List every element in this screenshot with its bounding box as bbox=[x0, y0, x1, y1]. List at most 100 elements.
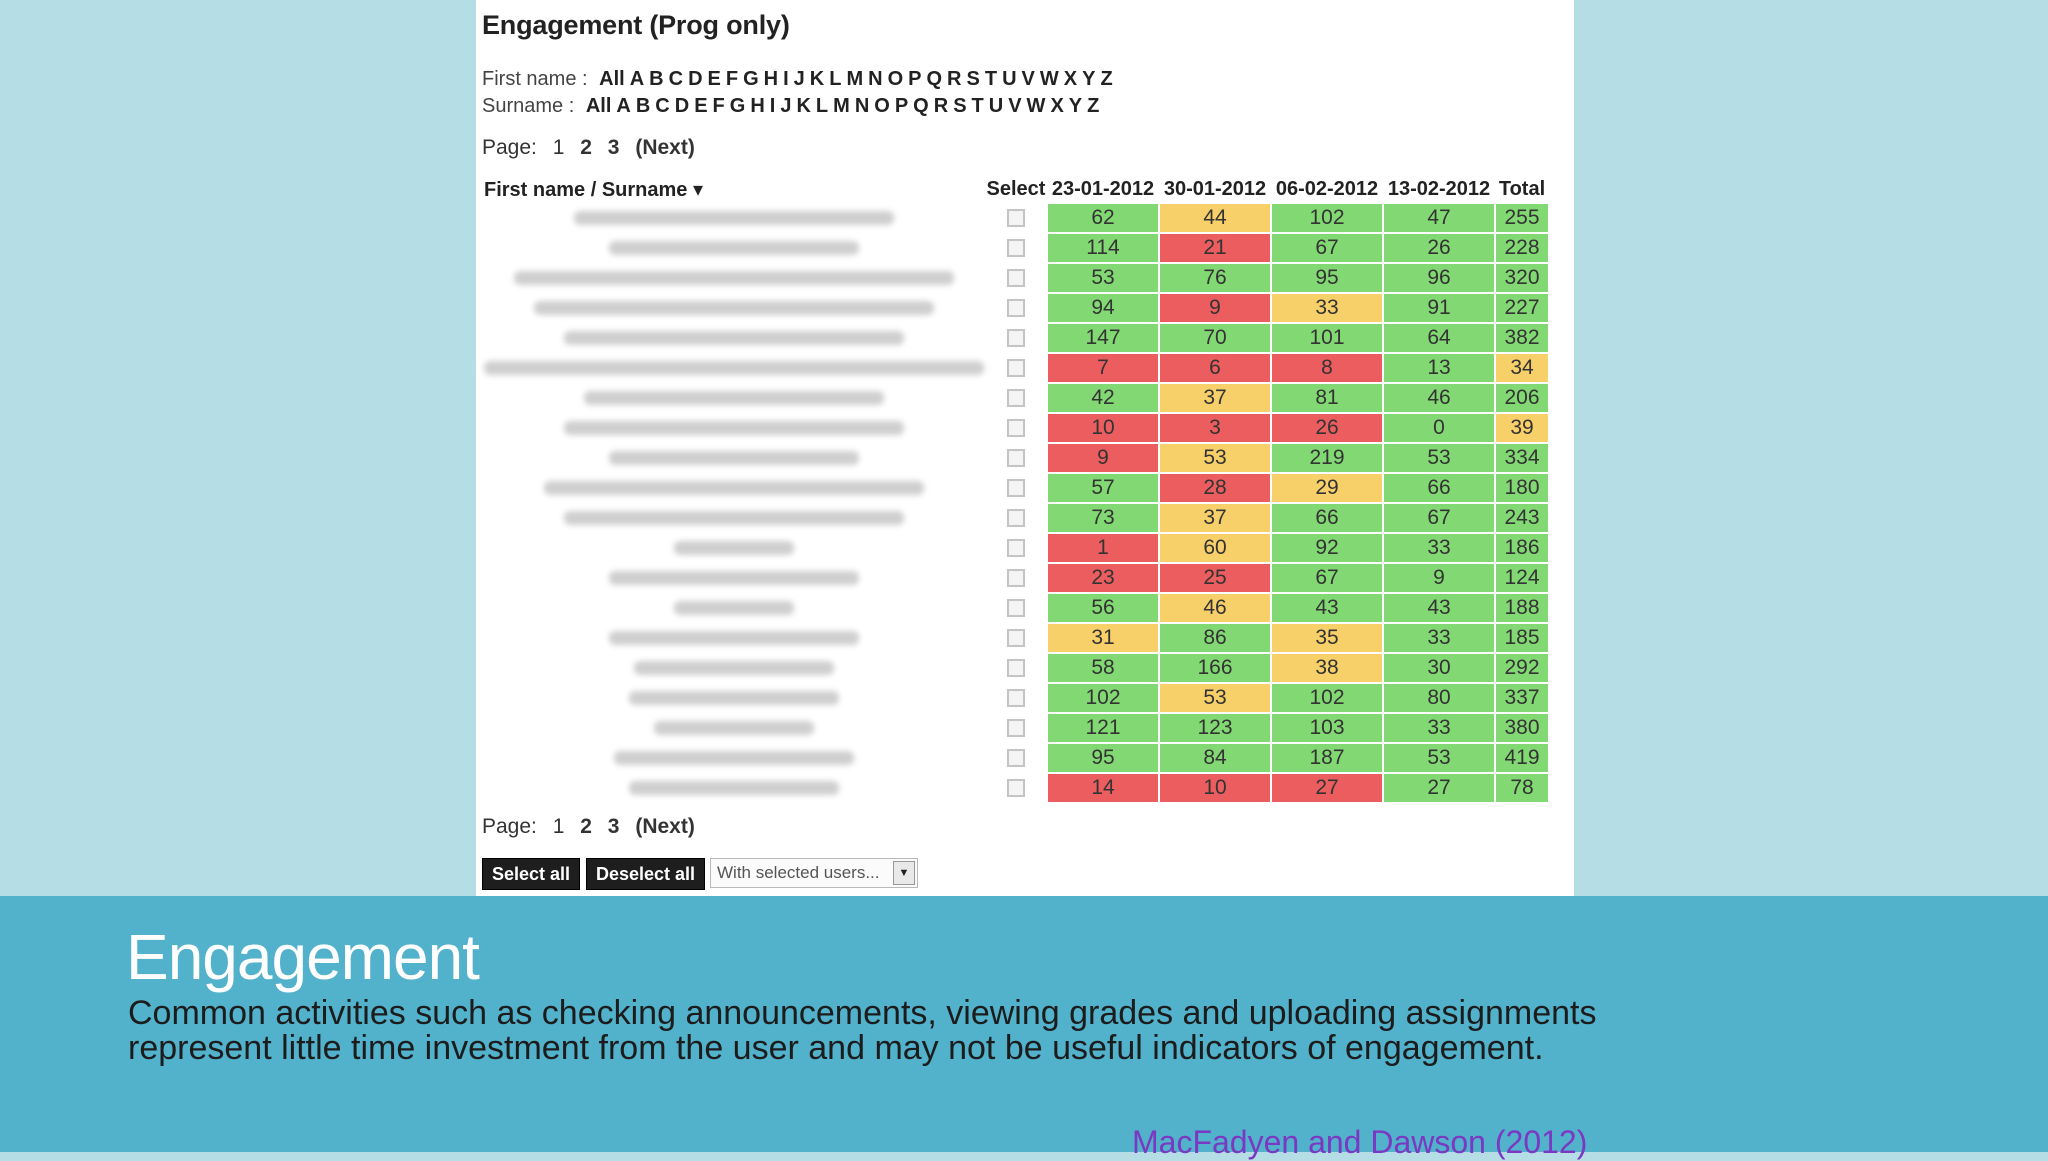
surname-letter-link[interactable]: W bbox=[1026, 95, 1046, 117]
surname-letter-link[interactable]: Q bbox=[913, 95, 929, 117]
surname-letter-link[interactable]: V bbox=[1008, 95, 1022, 117]
row-select-checkbox[interactable] bbox=[1007, 389, 1025, 408]
first-name-letter-link[interactable]: W bbox=[1039, 68, 1059, 90]
first-name-letter-link[interactable]: C bbox=[668, 68, 684, 90]
first-name-letter-link[interactable]: E bbox=[707, 68, 721, 90]
page-link-3[interactable]: 3 bbox=[607, 136, 620, 159]
first-name-letter-link[interactable]: Z bbox=[1100, 68, 1113, 90]
with-selected-users-select[interactable]: With selected users... ▼ bbox=[710, 858, 918, 888]
surname-letter-link[interactable]: E bbox=[694, 95, 708, 117]
citation-link[interactable]: MacFadyen and Dawson (2012) bbox=[1132, 1124, 1588, 1160]
row-select-checkbox[interactable] bbox=[1007, 659, 1025, 678]
page-link-2[interactable]: 2 bbox=[580, 815, 592, 838]
activity-count-cell: 10 bbox=[1160, 774, 1270, 804]
total-cell: 380 bbox=[1496, 714, 1548, 744]
first-name-letter-link[interactable]: P bbox=[908, 68, 922, 90]
row-select-checkbox[interactable] bbox=[1007, 569, 1025, 588]
first-name-letter-link[interactable]: L bbox=[829, 68, 842, 90]
row-select-checkbox[interactable] bbox=[1007, 629, 1025, 648]
page-link-3[interactable]: 3 bbox=[607, 815, 620, 838]
first-name-letter-link[interactable]: H bbox=[763, 68, 779, 90]
chevron-down-icon[interactable]: ▼ bbox=[893, 861, 915, 885]
row-select-checkbox[interactable] bbox=[1007, 359, 1025, 378]
name-column-header[interactable]: First name / Surname ▾ bbox=[484, 178, 703, 201]
student-name-cell bbox=[484, 414, 984, 444]
deselect-all-button[interactable]: Deselect all bbox=[586, 858, 706, 890]
redacted-name bbox=[564, 511, 904, 526]
row-select-checkbox[interactable] bbox=[1007, 239, 1025, 258]
row-select-checkbox[interactable] bbox=[1007, 209, 1025, 228]
surname-letter-link[interactable]: Y bbox=[1068, 95, 1083, 117]
first-name-letter-link[interactable]: N bbox=[868, 68, 883, 90]
surname-letter-link[interactable]: U bbox=[988, 95, 1004, 117]
first-name-letter-link[interactable]: X bbox=[1063, 68, 1078, 90]
surname-letter-link[interactable]: K bbox=[796, 95, 811, 117]
first-name-letter-link[interactable]: V bbox=[1021, 68, 1035, 90]
surname-letter-link[interactable]: Z bbox=[1087, 95, 1100, 117]
row-select-checkbox[interactable] bbox=[1007, 479, 1025, 498]
row-select-checkbox[interactable] bbox=[1007, 269, 1025, 288]
first-name-letter-link[interactable]: R bbox=[947, 68, 962, 90]
first-name-letter-link[interactable]: K bbox=[809, 68, 825, 90]
row-select-checkbox[interactable] bbox=[1007, 329, 1025, 348]
first-name-letter-link[interactable]: M bbox=[846, 68, 864, 90]
surname-letter-link[interactable]: F bbox=[712, 95, 725, 117]
row-select-checkbox[interactable] bbox=[1007, 689, 1025, 708]
row-select-checkbox[interactable] bbox=[1007, 419, 1025, 438]
surname-letter-link[interactable]: M bbox=[833, 95, 850, 117]
surname-letter-link[interactable]: G bbox=[729, 95, 746, 117]
activity-count-cell: 67 bbox=[1272, 564, 1382, 594]
first-name-letter-link[interactable]: T bbox=[984, 68, 998, 90]
first-name-letter-link[interactable]: All bbox=[599, 68, 625, 90]
first-name-filter: First name : All A B C D E F G H I J K L M N O P Q R S T U V W X… bbox=[482, 68, 1118, 90]
first-name-letter-link[interactable]: B bbox=[649, 68, 664, 90]
surname-letter-link[interactable]: C bbox=[655, 95, 670, 117]
surname-letter-link[interactable]: I bbox=[769, 95, 776, 117]
surname-letter-link[interactable]: B bbox=[635, 95, 651, 117]
surname-letter-link[interactable]: A bbox=[616, 95, 631, 117]
surname-letter-link[interactable]: N bbox=[854, 95, 870, 117]
surname-letter-link[interactable]: X bbox=[1050, 95, 1064, 117]
activity-count-cell: 95 bbox=[1048, 744, 1158, 774]
surname-letter-link[interactable]: J bbox=[780, 95, 792, 117]
surname-letter-link[interactable]: T bbox=[971, 95, 984, 117]
first-name-letter-link[interactable]: I bbox=[783, 68, 789, 90]
first-name-letter-link[interactable]: Q bbox=[926, 68, 943, 90]
first-name-letter-link[interactable]: S bbox=[966, 68, 980, 90]
surname-letter-link[interactable]: D bbox=[674, 95, 690, 117]
student-name-cell bbox=[484, 474, 984, 504]
first-name-letter-link[interactable]: U bbox=[1002, 68, 1017, 90]
row-select-checkbox[interactable] bbox=[1007, 509, 1025, 528]
surname-letter-link[interactable]: P bbox=[894, 95, 909, 117]
surname-letter-link[interactable]: S bbox=[953, 95, 967, 117]
row-select-checkbox[interactable] bbox=[1007, 749, 1025, 768]
row-select-checkbox[interactable] bbox=[1007, 539, 1025, 558]
surname-letter-link[interactable]: O bbox=[874, 95, 890, 117]
select-all-button[interactable]: Select all bbox=[482, 858, 581, 890]
row-select-checkbox[interactable] bbox=[1007, 449, 1025, 468]
first-name-letter-link[interactable]: G bbox=[743, 68, 759, 90]
row-select-checkbox[interactable] bbox=[1007, 299, 1025, 318]
first-name-letter-link[interactable]: Y bbox=[1082, 68, 1096, 90]
activity-count-cell: 70 bbox=[1160, 324, 1270, 354]
surname-letter-link[interactable]: H bbox=[750, 95, 765, 117]
row-select-checkbox[interactable] bbox=[1007, 779, 1025, 798]
surname-letter-link[interactable]: R bbox=[933, 95, 949, 117]
first-name-letter-link[interactable]: F bbox=[725, 68, 739, 90]
total-column-header: Total bbox=[1498, 177, 1546, 200]
row-select-checkbox[interactable] bbox=[1007, 719, 1025, 738]
first-name-letter-link[interactable]: D bbox=[688, 68, 703, 90]
first-name-letter-link[interactable]: J bbox=[793, 68, 805, 90]
activity-count-cell: 60 bbox=[1160, 534, 1270, 564]
first-name-letter-link[interactable]: A bbox=[629, 68, 645, 90]
next-page-link[interactable]: (Next) bbox=[635, 815, 695, 838]
row-select-checkbox[interactable] bbox=[1007, 599, 1025, 618]
page-link-2[interactable]: 2 bbox=[580, 136, 592, 159]
surname-letter-link[interactable]: L bbox=[815, 95, 829, 117]
surname-letter-link[interactable]: All bbox=[585, 95, 612, 117]
next-page-link[interactable]: (Next) bbox=[635, 136, 695, 159]
select-cell bbox=[986, 324, 1046, 354]
activity-count-cell: 37 bbox=[1160, 504, 1270, 534]
total-cell: 255 bbox=[1496, 204, 1548, 234]
first-name-letter-link[interactable]: O bbox=[887, 68, 904, 90]
